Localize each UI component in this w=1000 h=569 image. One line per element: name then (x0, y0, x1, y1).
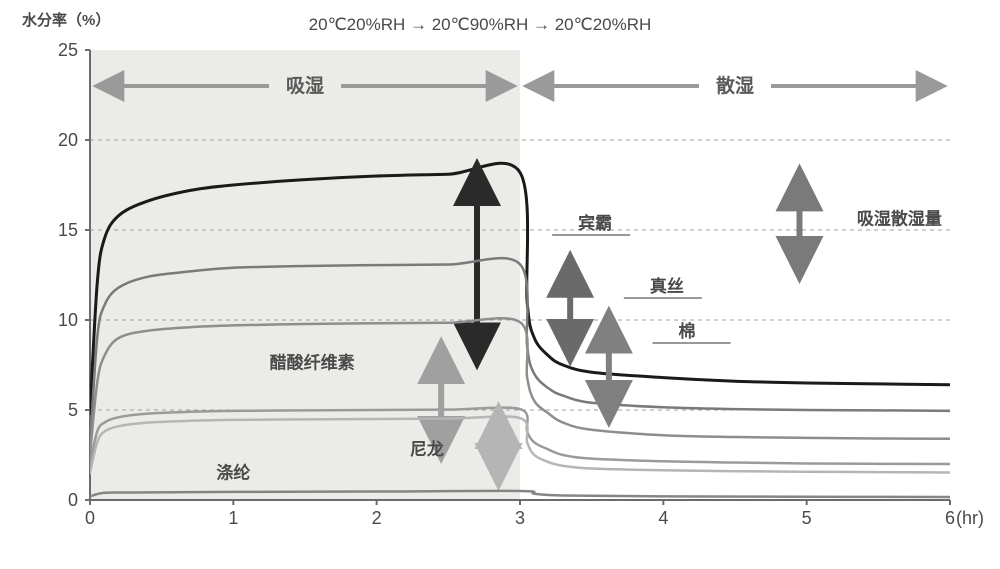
series-inline-label: 尼龙 (410, 439, 444, 459)
y-tick-label: 20 (58, 130, 78, 150)
y-tick-label: 0 (68, 490, 78, 510)
x-tick-label: 1 (228, 508, 238, 528)
series-inline-label: 涤纶 (216, 462, 250, 482)
condition-label: 20℃20%RH → 20℃90%RH → 20℃20%RH (309, 15, 652, 34)
series-label: 宾霸 (578, 213, 612, 233)
x-tick-label: 2 (372, 508, 382, 528)
legend-label: 吸湿散湿量 (857, 209, 942, 229)
x-tick-label: 3 (515, 508, 525, 528)
x-tick-label: 0 (85, 508, 95, 528)
x-axis-title: (hr) (956, 508, 984, 528)
x-tick-label: 6 (945, 508, 955, 528)
y-axis-title: 水分率（%） (22, 11, 110, 29)
desorb-label: 散湿 (716, 74, 754, 97)
series-inline-label: 醋酸纤维素 (270, 353, 355, 373)
absorb-label: 吸湿 (286, 75, 324, 97)
y-tick-label: 15 (58, 220, 78, 240)
y-tick-label: 10 (58, 310, 78, 330)
y-tick-label: 5 (68, 400, 78, 420)
y-tick-label: 25 (58, 40, 78, 60)
x-tick-label: 5 (802, 508, 812, 528)
series-label: 棉 (679, 321, 696, 341)
x-tick-label: 4 (658, 508, 668, 528)
series-label: 真丝 (650, 276, 684, 296)
moisture-chart: 0 5 10 15 20 25 0 1 2 3 4 5 6 水分率（%） (hr) 20℃20%RH → 20… (0, 0, 1000, 569)
